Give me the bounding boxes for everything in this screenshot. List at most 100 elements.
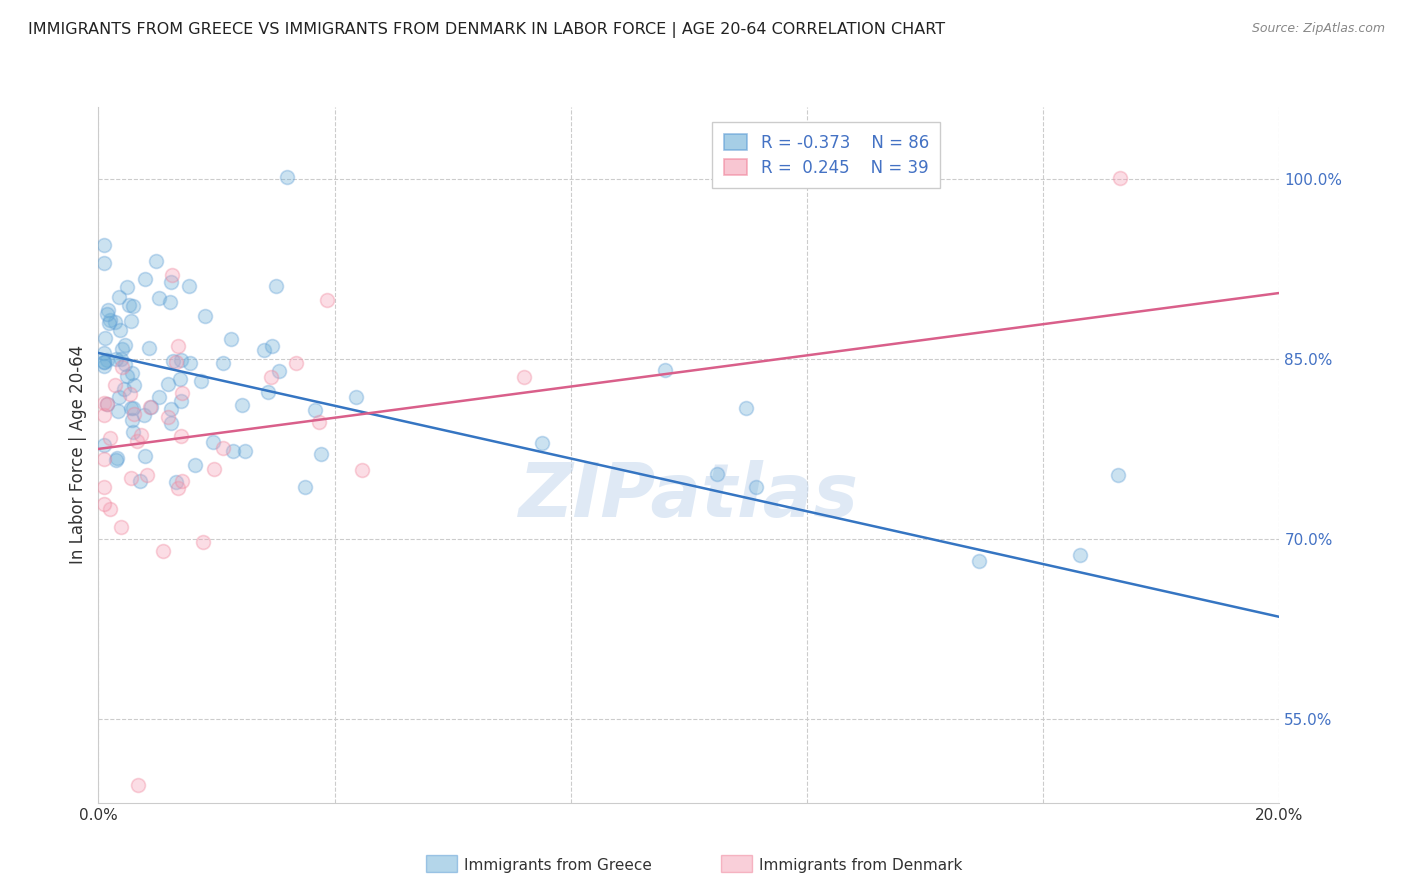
Point (138, 400, 160, 414)
Point (93, 256, 115, 270)
Point (120, 314, 142, 328)
Point (1107, 467, 1129, 482)
Point (166, 482, 188, 496)
Point (96, 307, 118, 321)
Legend: R = -0.373    N = 86, R =  0.245    N = 39: R = -0.373 N = 86, R = 0.245 N = 39 (713, 122, 941, 188)
Point (112, 382, 135, 396)
Point (165, 355, 187, 369)
Point (125, 434, 148, 448)
Point (104, 452, 127, 467)
Point (156, 409, 179, 424)
Y-axis label: In Labor Force | Age 20-64: In Labor Force | Age 20-64 (69, 345, 87, 565)
Text: Immigrants from Denmark: Immigrants from Denmark (759, 858, 963, 872)
Point (1109, 170, 1132, 185)
Point (260, 369, 283, 384)
Point (193, 534, 215, 549)
Point (98, 502, 121, 516)
Point (162, 354, 184, 368)
Point (93, 355, 115, 369)
Point (157, 376, 180, 391)
Point (190, 374, 212, 388)
Point (654, 363, 676, 377)
Point (110, 351, 132, 366)
Point (160, 268, 183, 282)
Point (108, 391, 131, 405)
Point (104, 315, 127, 329)
Point (170, 429, 193, 443)
Point (169, 372, 191, 386)
Point (122, 377, 145, 392)
Point (160, 275, 183, 289)
Point (311, 447, 333, 461)
Text: Source: ZipAtlas.com: Source: ZipAtlas.com (1251, 22, 1385, 36)
Point (169, 394, 191, 409)
Point (304, 402, 326, 417)
Point (96, 397, 118, 411)
Point (350, 463, 373, 477)
Point (253, 343, 276, 357)
Point (308, 415, 330, 429)
Point (93, 480, 115, 494)
Point (105, 450, 128, 465)
Point (110, 323, 132, 337)
Point (93, 359, 115, 374)
Point (120, 401, 142, 416)
Point (221, 443, 243, 458)
Point (148, 291, 170, 305)
Point (266, 279, 288, 293)
Point (93, 345, 115, 359)
Point (212, 441, 235, 455)
Point (159, 416, 181, 430)
Point (235, 444, 257, 458)
Point (262, 339, 284, 353)
Point (134, 271, 156, 285)
Point (285, 356, 308, 370)
Point (96, 353, 118, 368)
Point (159, 295, 181, 310)
Point (98, 312, 121, 326)
Point (184, 458, 207, 472)
Point (231, 398, 253, 412)
Point (111, 342, 134, 356)
Point (121, 366, 143, 380)
Point (111, 359, 134, 374)
Text: Immigrants from Greece: Immigrants from Greece (464, 858, 652, 872)
Point (108, 290, 131, 304)
Point (172, 386, 194, 401)
Point (148, 390, 170, 404)
Point (115, 280, 138, 294)
Point (267, 364, 290, 378)
Point (93, 451, 115, 466)
Point (167, 339, 190, 353)
Point (122, 407, 145, 421)
Point (127, 778, 149, 792)
Point (134, 450, 156, 464)
Point (104, 850, 127, 864)
Point (735, 401, 758, 416)
Point (202, 462, 225, 476)
Point (114, 357, 136, 371)
Point (97, 303, 120, 318)
Point (129, 427, 152, 442)
Point (122, 299, 145, 313)
Point (160, 401, 183, 416)
Point (276, 169, 298, 184)
Point (170, 475, 193, 489)
Point (706, 467, 728, 481)
Point (129, 474, 152, 488)
Point (105, 351, 128, 366)
Point (145, 253, 167, 268)
Point (202, 435, 225, 450)
Point (257, 385, 280, 400)
Point (512, 369, 534, 384)
Point (120, 471, 142, 485)
Point (115, 369, 138, 384)
Point (98, 316, 121, 330)
Point (96, 397, 118, 411)
Point (194, 309, 217, 323)
Point (179, 356, 201, 370)
Point (221, 332, 243, 346)
Point (104, 378, 127, 392)
Point (122, 425, 145, 439)
Point (294, 480, 316, 494)
